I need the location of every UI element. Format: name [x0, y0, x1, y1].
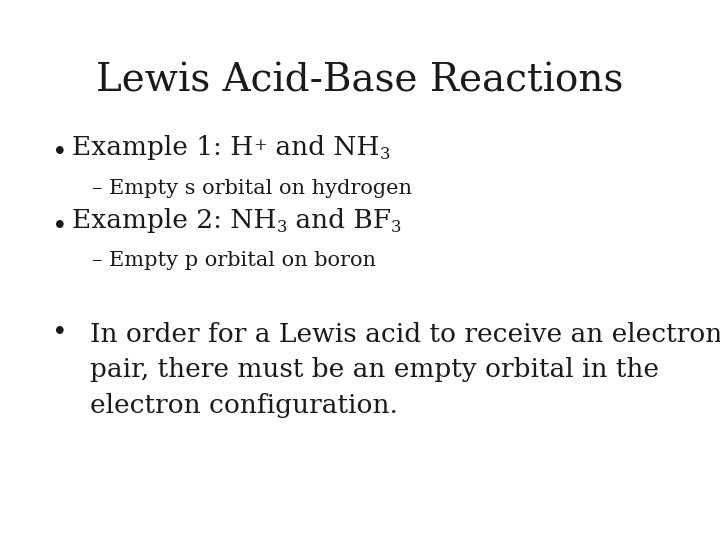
Text: +: +	[253, 137, 267, 154]
Text: 3: 3	[391, 219, 401, 236]
Text: Lewis Acid-Base Reactions: Lewis Acid-Base Reactions	[96, 62, 624, 99]
Text: •: •	[52, 321, 68, 346]
Text: •: •	[52, 140, 68, 165]
Text: and BF: and BF	[287, 208, 391, 233]
Text: •: •	[52, 213, 68, 239]
Text: In order for a Lewis acid to receive an electron: In order for a Lewis acid to receive an …	[90, 322, 720, 348]
Text: 3: 3	[276, 219, 287, 236]
Text: – Empty p orbital on boron: – Empty p orbital on boron	[92, 252, 376, 271]
Text: pair, there must be an empty orbital in the: pair, there must be an empty orbital in …	[90, 357, 659, 382]
Text: Example 2: NH: Example 2: NH	[72, 208, 276, 233]
Text: Example 1: H: Example 1: H	[72, 135, 253, 160]
Text: electron configuration.: electron configuration.	[90, 393, 398, 417]
Text: and NH: and NH	[267, 135, 379, 160]
Text: – Empty s orbital on hydrogen: – Empty s orbital on hydrogen	[92, 179, 412, 198]
Text: 3: 3	[379, 146, 390, 163]
